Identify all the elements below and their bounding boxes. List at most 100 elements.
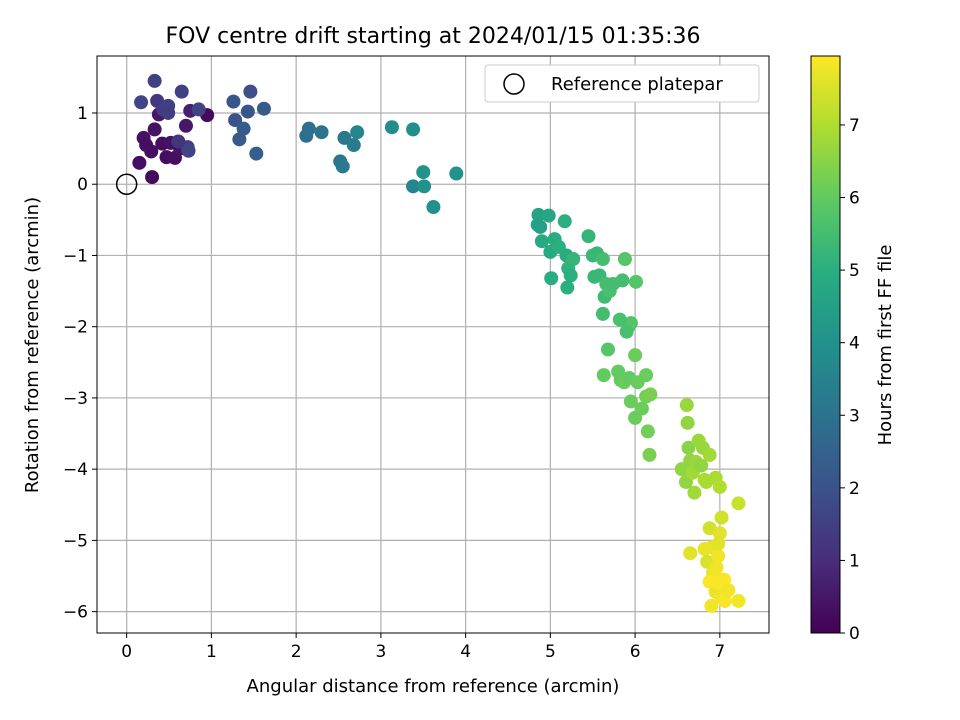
colorbar-tick-label: 1 bbox=[849, 551, 860, 571]
x-tick-label: 0 bbox=[121, 642, 132, 662]
data-point bbox=[534, 234, 549, 249]
data-point bbox=[406, 179, 421, 194]
data-point bbox=[683, 546, 698, 561]
y-tick-label: −3 bbox=[63, 389, 88, 409]
data-point bbox=[721, 583, 736, 598]
chart-title: FOV centre drift starting at 2024/01/15 … bbox=[166, 24, 701, 49]
data-point bbox=[557, 214, 572, 229]
data-point bbox=[617, 252, 632, 267]
data-point bbox=[694, 458, 709, 473]
legend-marker-icon bbox=[503, 73, 525, 95]
data-point bbox=[533, 219, 548, 234]
y-axis-label: Rotation from reference (arcmin) bbox=[22, 197, 43, 493]
data-point bbox=[346, 138, 361, 153]
y-tick-label: 1 bbox=[77, 104, 88, 124]
data-point bbox=[228, 113, 243, 128]
data-point bbox=[384, 120, 399, 135]
data-point bbox=[171, 134, 186, 149]
data-point bbox=[144, 144, 159, 159]
data-point bbox=[145, 170, 160, 185]
data-point bbox=[350, 125, 365, 140]
data-point bbox=[178, 118, 193, 133]
x-tick-label: 4 bbox=[460, 642, 471, 662]
data-point bbox=[642, 447, 657, 462]
y-tick-label: 0 bbox=[77, 175, 88, 195]
data-point bbox=[240, 104, 255, 119]
reference-platepar-marker bbox=[115, 173, 138, 195]
data-point bbox=[704, 598, 719, 613]
data-point bbox=[640, 424, 655, 439]
data-point bbox=[679, 398, 694, 413]
y-tick-label: −2 bbox=[63, 318, 88, 338]
data-point bbox=[714, 510, 729, 525]
data-point bbox=[174, 84, 189, 99]
data-point bbox=[717, 572, 732, 587]
data-point bbox=[681, 440, 696, 455]
data-point bbox=[544, 271, 559, 286]
data-point bbox=[628, 274, 643, 289]
data-point bbox=[702, 447, 717, 462]
y-tick-label: −6 bbox=[63, 603, 88, 623]
data-point bbox=[619, 324, 634, 339]
data-point bbox=[406, 122, 421, 137]
x-tick-label: 7 bbox=[714, 642, 725, 662]
data-point bbox=[709, 560, 724, 575]
legend: Reference platepar bbox=[484, 64, 760, 103]
data-point bbox=[634, 401, 649, 416]
data-point bbox=[623, 394, 638, 409]
x-tick-label: 5 bbox=[545, 642, 556, 662]
data-point bbox=[680, 415, 695, 430]
y-tick-label: −1 bbox=[63, 246, 88, 266]
colorbar-tick-label: 7 bbox=[849, 116, 860, 136]
data-point bbox=[615, 273, 630, 288]
data-point bbox=[643, 387, 658, 402]
data-point bbox=[712, 526, 727, 541]
data-point bbox=[731, 593, 746, 608]
data-point bbox=[191, 102, 206, 117]
data-point bbox=[560, 280, 575, 295]
data-point bbox=[335, 159, 350, 174]
data-points bbox=[132, 73, 746, 613]
colorbar-label: Hours from first FF file bbox=[875, 245, 896, 446]
data-point bbox=[717, 593, 732, 608]
data-point bbox=[600, 342, 615, 357]
data-point bbox=[181, 143, 196, 158]
colorbar-tick-label: 6 bbox=[849, 189, 860, 209]
data-point bbox=[531, 207, 546, 222]
data-point bbox=[161, 105, 176, 120]
colorbar: 0 1 2 3 4 5 6 7 Hours from first FF file bbox=[810, 55, 896, 644]
plot-frame bbox=[96, 55, 770, 634]
data-point bbox=[595, 252, 610, 267]
x-tick-label: 3 bbox=[375, 642, 386, 662]
data-point bbox=[541, 208, 556, 223]
colorbar-ticks: 0 1 2 3 4 5 6 7 bbox=[840, 116, 860, 644]
data-point bbox=[596, 368, 611, 383]
colorbar-tick-label: 2 bbox=[849, 479, 860, 499]
data-point bbox=[256, 101, 271, 116]
data-point bbox=[731, 496, 746, 511]
colorbar-gradient bbox=[810, 55, 841, 634]
data-point bbox=[595, 306, 610, 321]
data-point bbox=[132, 155, 147, 170]
data-point bbox=[711, 536, 726, 551]
data-point bbox=[563, 268, 578, 283]
x-axis-label: Angular distance from reference (arcmin) bbox=[247, 676, 620, 697]
data-point bbox=[226, 94, 241, 109]
colorbar-tick-label: 0 bbox=[849, 624, 860, 644]
data-point bbox=[712, 479, 727, 494]
x-tick-label: 2 bbox=[291, 642, 302, 662]
data-point bbox=[566, 252, 581, 267]
data-point bbox=[581, 229, 596, 244]
data-point bbox=[674, 462, 689, 477]
data-point bbox=[612, 312, 627, 327]
data-point bbox=[301, 121, 316, 136]
data-point bbox=[426, 200, 441, 215]
data-point bbox=[232, 132, 247, 147]
data-point bbox=[417, 179, 432, 194]
data-point bbox=[147, 73, 162, 88]
data-point bbox=[711, 549, 726, 564]
y-axis-ticks: 1 0 −1 −2 −3 −4 −5 −6 bbox=[63, 104, 97, 623]
data-point bbox=[243, 84, 258, 99]
data-point bbox=[236, 121, 251, 136]
x-axis-ticks: 0 1 2 3 4 5 6 7 bbox=[121, 633, 725, 662]
